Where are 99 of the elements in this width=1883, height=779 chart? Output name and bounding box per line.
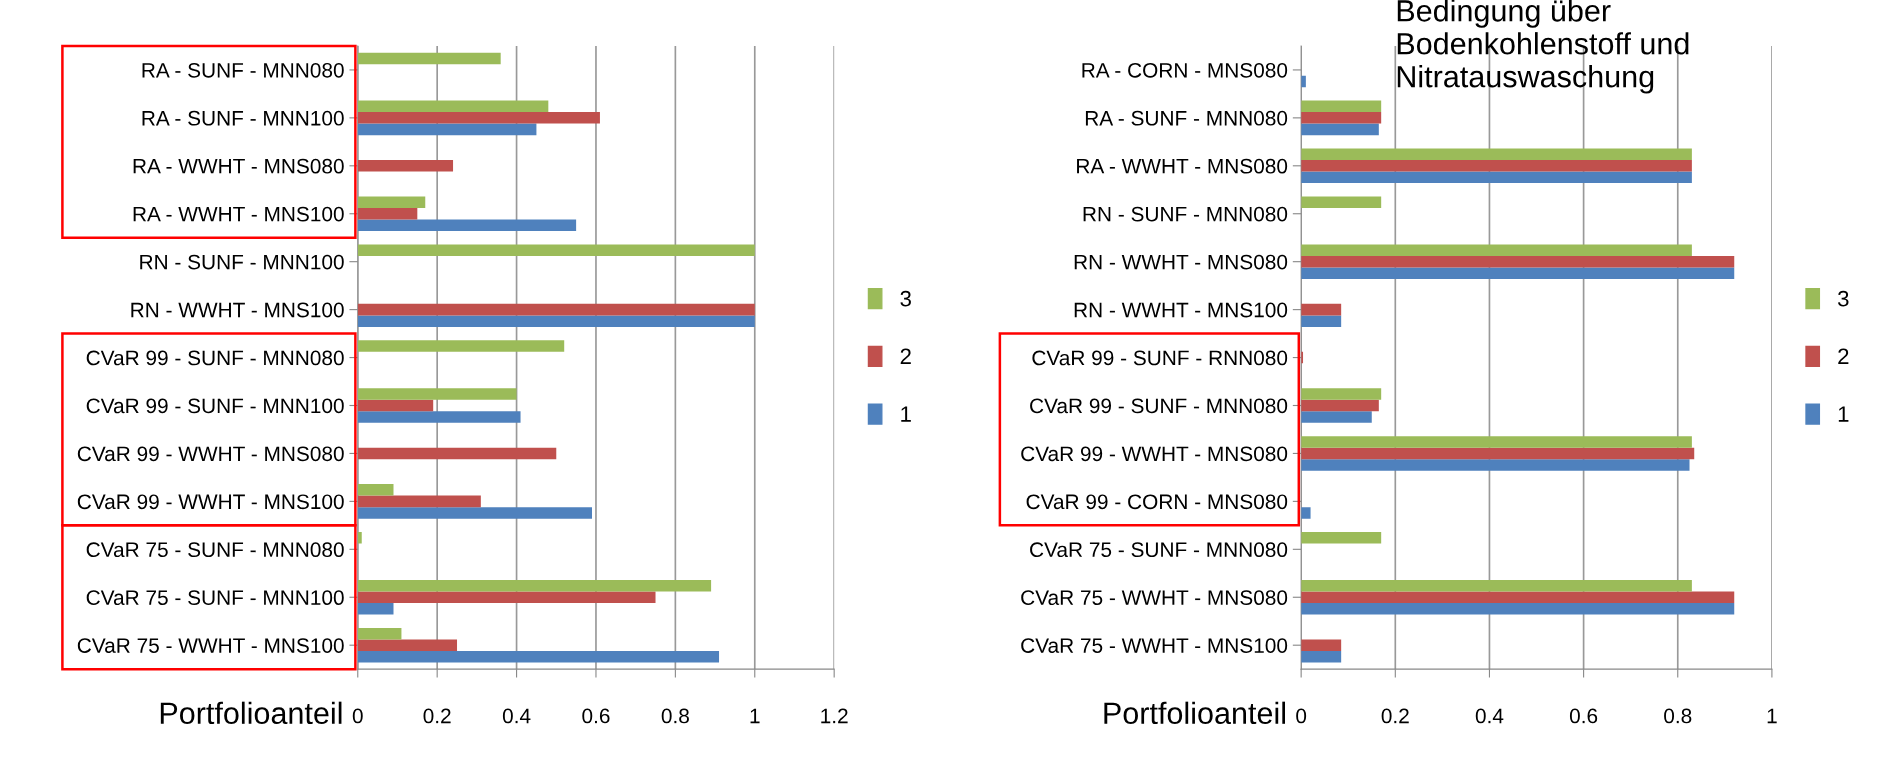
bar — [1301, 160, 1692, 172]
bar — [357, 315, 755, 327]
x-tick-label: 0.2 — [1381, 708, 1409, 724]
legend-label: 2 — [1838, 348, 1849, 365]
y-tick-label: RA - WWHT - MNS080 — [1077, 158, 1288, 174]
y-tick-label: CVaR 99 - SUNF - MNN080 — [86, 350, 344, 366]
bar — [1301, 650, 1342, 663]
y-tick-label: CVaR 75 - WWHT - MNS100 — [1021, 638, 1288, 653]
legend-label: 1 — [901, 406, 911, 422]
y-tick-label: RA - CORN - MNS080 — [1082, 62, 1288, 78]
bar — [357, 650, 720, 663]
legend-label: 3 — [1837, 290, 1849, 307]
y-tick-label: CVaR 75 - SUNF - MNN080 — [86, 542, 344, 558]
bar — [357, 160, 454, 172]
bar — [1301, 148, 1692, 161]
y-tick-label: RN - WWHT - MNS080 — [1074, 254, 1288, 270]
bar — [1301, 411, 1372, 423]
y-tick-label: CVaR 75 - WWHT - MNS080 — [1021, 590, 1288, 606]
legend-label: 3 — [900, 290, 911, 307]
bar — [1301, 315, 1342, 327]
bar — [357, 388, 517, 400]
y-tick-label: RA - SUNF - MNN100 — [142, 110, 344, 126]
bar — [357, 495, 481, 508]
x-tick-label: 0 — [352, 708, 363, 724]
y-tick-label: CVaR 99 - SUNF - RNN080 — [1032, 350, 1288, 366]
bar — [357, 532, 362, 544]
bar — [357, 484, 394, 496]
bar — [357, 603, 394, 615]
y-tick-label: CVaR 99 - WWHT - MNS080 — [77, 446, 344, 462]
y-tick-label: CVaR 99 - SUNF - MNN080 — [1030, 398, 1288, 414]
bar — [1301, 459, 1690, 471]
y-tick-label: CVaR 75 - SUNF - MNN080 — [1030, 542, 1288, 558]
bar — [357, 303, 755, 316]
y-tick-label: RN - WWHT - MNS100 — [131, 302, 344, 318]
bar — [1301, 112, 1382, 124]
bar — [357, 196, 426, 208]
bar — [1301, 580, 1692, 592]
bar — [1301, 507, 1311, 519]
x-tick-label: 0.6 — [582, 708, 610, 724]
bar — [357, 219, 577, 231]
bar — [1301, 244, 1692, 256]
bar — [357, 207, 418, 220]
y-tick-label: CVaR 99 - WWHT - MNS100 — [77, 494, 344, 510]
x-tick-label: 1 — [1767, 708, 1777, 724]
bar — [1301, 255, 1735, 268]
bar — [357, 447, 557, 460]
bar — [1301, 603, 1735, 615]
x-axis-title: Portfolioanteil — [1104, 701, 1285, 725]
x-axis-title: Portfolioanteil — [160, 701, 342, 725]
x-tick-label: 0.4 — [502, 708, 531, 724]
bar — [357, 591, 656, 604]
bar — [357, 340, 565, 352]
bar — [357, 100, 549, 113]
bar — [357, 639, 458, 651]
bar — [357, 580, 712, 592]
y-tick-label: CVaR 99 - WWHT - MNS080 — [1021, 446, 1288, 462]
bar — [1301, 123, 1379, 136]
bar — [1301, 303, 1342, 316]
x-tick-label: 0.4 — [1475, 708, 1504, 724]
bar — [357, 411, 521, 423]
x-tick-label: 0.6 — [1569, 708, 1598, 724]
bar — [1301, 591, 1735, 604]
legend-label: 2 — [900, 348, 911, 365]
bar — [1301, 388, 1382, 400]
x-tick-label: 1.2 — [821, 708, 848, 724]
bar — [1301, 532, 1382, 544]
y-tick-label: RN - WWHT - MNS100 — [1074, 302, 1288, 318]
bar — [1301, 171, 1692, 184]
y-tick-label: RA - WWHT - MNS080 — [133, 158, 344, 174]
bar — [357, 112, 600, 124]
bar — [357, 52, 501, 65]
bar — [357, 627, 402, 640]
y-tick-label: RN - SUNF - MNN100 — [140, 254, 344, 270]
annotation: Bedingung über Bodenkohlenstoff und Nitratauswaschung — [1397, 0, 1689, 94]
legend-label: 1 — [1838, 406, 1849, 422]
bar — [1301, 639, 1342, 651]
bar — [357, 507, 592, 519]
x-tick-label: 0 — [1296, 708, 1307, 724]
y-tick-label: RN - SUNF - MNN080 — [1083, 206, 1288, 222]
bar — [1301, 196, 1382, 208]
y-tick-label: CVaR 99 - SUNF - MNN100 — [86, 398, 344, 414]
y-tick-label: CVaR 75 - SUNF - MNN100 — [86, 590, 344, 606]
y-tick-label: RA - SUNF - MNN080 — [1085, 110, 1288, 126]
y-tick-label: CVaR 99 - CORN - MNS080 — [1026, 494, 1288, 510]
bar — [357, 123, 537, 136]
bar — [1301, 267, 1735, 279]
bar — [1301, 399, 1379, 412]
bar — [1301, 100, 1382, 113]
x-tick-label: 0.8 — [661, 708, 689, 724]
y-tick-label: CVaR 75 - WWHT - MNS100 — [77, 638, 344, 653]
bar — [1301, 436, 1692, 448]
bar — [1301, 447, 1695, 460]
bar — [357, 399, 434, 412]
y-tick-label: RA - SUNF - MNN080 — [142, 62, 344, 78]
x-tick-label: 0.8 — [1664, 708, 1692, 724]
bar — [357, 244, 755, 256]
y-tick-label: RA - WWHT - MNS100 — [133, 206, 344, 222]
x-tick-label: 0.2 — [423, 708, 451, 724]
x-tick-label: 1 — [750, 708, 760, 724]
